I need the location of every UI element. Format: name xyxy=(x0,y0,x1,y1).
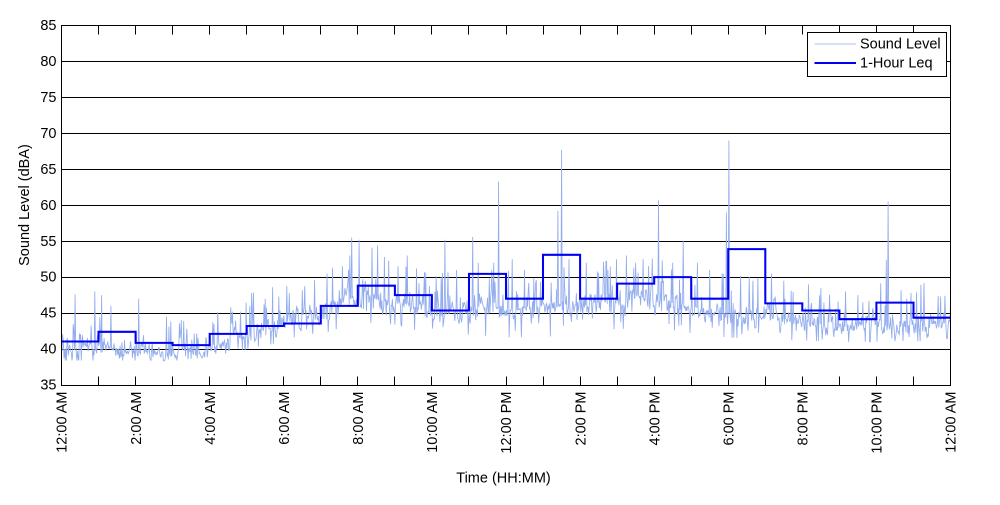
svg-text:35: 35 xyxy=(40,378,56,394)
svg-text:1-Hour Leq: 1-Hour Leq xyxy=(860,56,933,72)
svg-text:10:00 AM: 10:00 AM xyxy=(425,392,441,453)
svg-text:12:00 PM: 12:00 PM xyxy=(499,392,515,454)
svg-text:Sound Level (dBA): Sound Level (dBA) xyxy=(17,144,33,266)
svg-text:4:00 AM: 4:00 AM xyxy=(203,392,219,445)
svg-text:8:00 PM: 8:00 PM xyxy=(796,392,812,446)
svg-text:65: 65 xyxy=(40,162,56,178)
svg-text:2:00 AM: 2:00 AM xyxy=(129,392,145,445)
svg-text:70: 70 xyxy=(40,126,56,142)
svg-text:12:00 AM: 12:00 AM xyxy=(55,392,71,453)
svg-text:6:00 AM: 6:00 AM xyxy=(277,392,293,445)
svg-text:Time (HH:MM): Time (HH:MM) xyxy=(456,471,551,487)
svg-text:6:00 PM: 6:00 PM xyxy=(721,392,737,446)
svg-text:45: 45 xyxy=(40,306,56,322)
svg-text:55: 55 xyxy=(40,234,56,250)
svg-text:60: 60 xyxy=(40,198,56,214)
svg-text:75: 75 xyxy=(40,90,56,106)
svg-text:80: 80 xyxy=(40,54,56,70)
svg-text:4:00 PM: 4:00 PM xyxy=(647,392,663,446)
svg-text:Sound Level: Sound Level xyxy=(860,37,941,53)
svg-text:12:00 AM: 12:00 AM xyxy=(944,392,960,453)
svg-text:85: 85 xyxy=(40,18,56,34)
svg-text:10:00 PM: 10:00 PM xyxy=(870,392,886,454)
svg-text:2:00 PM: 2:00 PM xyxy=(573,392,589,446)
svg-text:40: 40 xyxy=(40,342,56,358)
svg-text:8:00 AM: 8:00 AM xyxy=(351,392,367,445)
svg-text:50: 50 xyxy=(40,270,56,286)
